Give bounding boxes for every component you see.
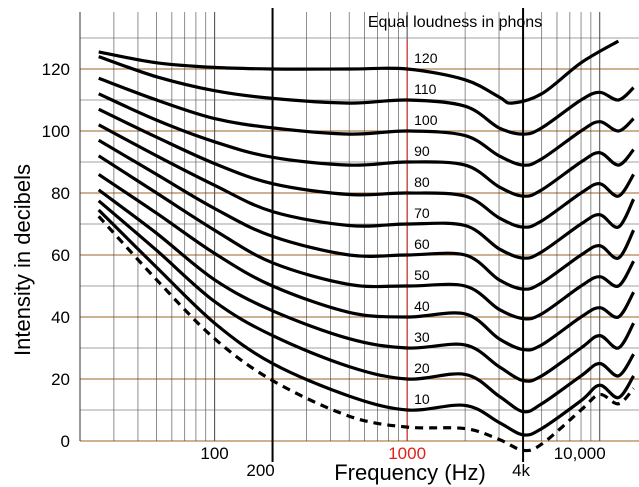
phon-curve-10 <box>97 208 635 437</box>
curve-label: 70 <box>414 205 430 221</box>
curve-label: 90 <box>414 143 430 159</box>
axes: 0 20 40 60 80 100 120 100 1000 10,000 <box>42 12 606 463</box>
marker-label: 4k <box>512 461 530 480</box>
phon-curve-60 <box>97 138 636 291</box>
y-tick-label: 120 <box>42 60 70 79</box>
phon-curve-110 <box>98 55 635 136</box>
curve-label: 40 <box>414 298 430 314</box>
label-bg <box>411 267 440 281</box>
phon-curve-50 <box>97 154 636 321</box>
curve-label: 60 <box>414 236 430 252</box>
phon-curve-70 <box>97 123 636 260</box>
y-tick-label: 60 <box>51 246 70 265</box>
label-bg <box>411 205 440 219</box>
chart-title: Equal loudness in phons <box>368 14 542 31</box>
phon-curve-90 <box>98 92 635 198</box>
x-tick-label: 10,000 <box>554 444 606 463</box>
phon-curve-30 <box>97 188 636 383</box>
label-bg <box>411 391 440 405</box>
y-tick-label: 0 <box>61 432 70 451</box>
label-bg <box>411 298 440 312</box>
label-bg <box>411 236 440 250</box>
curve-label: 10 <box>414 391 430 407</box>
phon-curve-120 <box>98 39 620 105</box>
y-axis-title: Intensity in decibels <box>10 164 35 356</box>
curve-label: 110 <box>414 81 437 97</box>
frequency-markers: 200 4k <box>246 8 531 480</box>
x-tick-label: 100 <box>200 444 228 463</box>
y-tick-label: 80 <box>51 184 70 203</box>
x-axis-title: Frequency (Hz) <box>334 460 486 485</box>
curve-label: 50 <box>414 267 430 283</box>
label-bg <box>411 50 440 64</box>
loudness-curves <box>97 39 636 453</box>
curve-label: 30 <box>414 329 430 345</box>
curve-label: 120 <box>414 50 438 66</box>
y-tick-label: 100 <box>42 122 70 141</box>
label-bg <box>411 329 440 343</box>
label-bg <box>411 81 440 95</box>
marker-label: 200 <box>246 461 274 480</box>
label-bg <box>411 360 440 374</box>
phon-curve-100 <box>98 76 635 167</box>
y-tick-label: 20 <box>51 370 70 389</box>
phon-curve-80 <box>97 107 635 229</box>
label-bg <box>411 174 440 188</box>
label-bg <box>411 143 440 157</box>
x-tick-label: 1000 <box>388 444 426 463</box>
curve-label: 20 <box>414 360 430 376</box>
y-tick-label: 40 <box>51 308 70 327</box>
phon-curve-20 <box>97 199 635 414</box>
curve-label: 100 <box>414 112 438 128</box>
phon-curve-40 <box>97 173 636 352</box>
curve-labels: 120 110 100 90 80 70 60 50 40 30 20 10 <box>411 50 440 407</box>
curve-label: 80 <box>414 174 430 190</box>
label-bg <box>411 112 440 126</box>
